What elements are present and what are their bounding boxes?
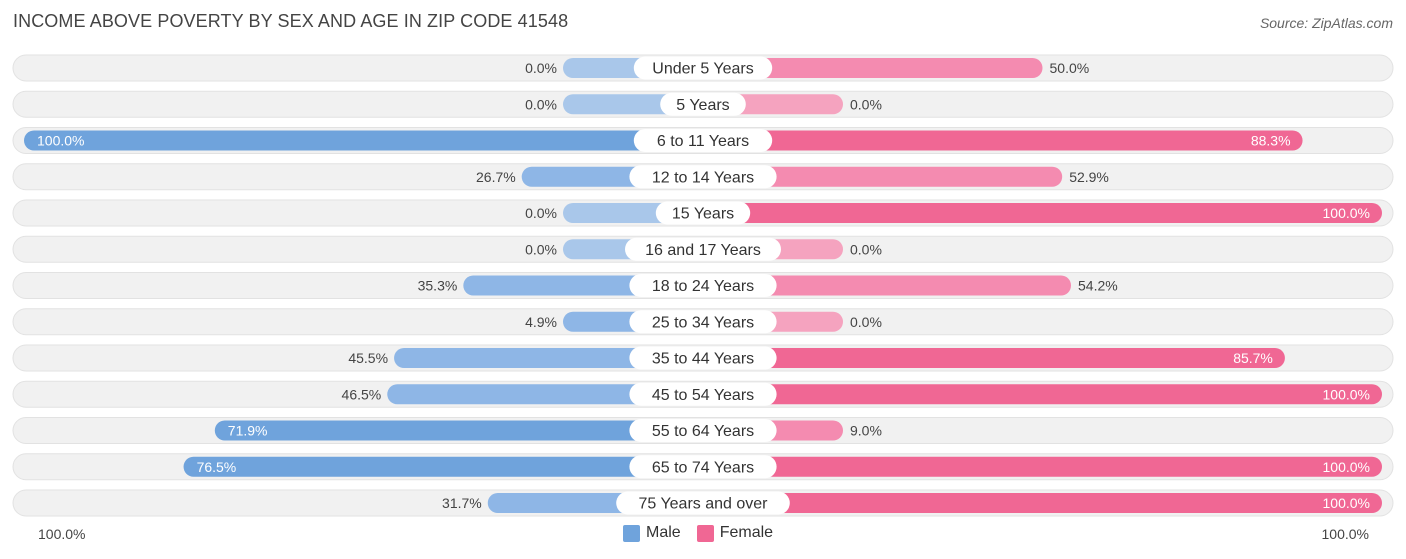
chart-row: 45.5% 85.7% 35 to 44 Years <box>12 344 1394 372</box>
chart-row: 35.3% 54.2% 18 to 24 Years <box>12 272 1394 299</box>
bar-male <box>214 420 703 441</box>
chart-row: 46.5% 100.0% 45 to 54 Years <box>12 380 1394 408</box>
category-pill <box>629 455 777 479</box>
category-label: 15 Years <box>672 206 734 223</box>
bar-label-female: 100.0% <box>1323 495 1370 511</box>
chart-row: 71.9% 9.0% 55 to 64 Years <box>12 417 1394 444</box>
bar-female <box>703 130 1303 151</box>
chart-row: 0.0% 0.0% 16 and 17 Years <box>12 235 1394 263</box>
legend-swatch-male <box>623 524 640 542</box>
legend-item-male: Male <box>623 524 681 542</box>
bar-male <box>183 456 703 477</box>
category-pill <box>616 491 790 515</box>
category-label: 55 to 64 Years <box>652 423 754 440</box>
category-pill <box>629 382 777 406</box>
bar-label-female: 85.7% <box>1233 350 1273 366</box>
category-pill <box>655 201 751 225</box>
bar-label-female: 54.2% <box>1078 278 1118 294</box>
category-label: 75 Years and over <box>639 496 769 513</box>
chart-row: 0.0% 100.0% 15 Years <box>12 199 1394 227</box>
category-label: 65 to 74 Years <box>652 459 754 476</box>
bar-female <box>703 58 1043 78</box>
bar-male <box>387 384 703 405</box>
bar-female <box>703 493 1382 513</box>
bar-label-female: 52.9% <box>1069 169 1109 185</box>
chart-row: 26.7% 52.9% 12 to 14 Years <box>12 163 1394 191</box>
bar-female <box>703 203 1382 223</box>
bar-label-male: 26.7% <box>476 169 516 185</box>
bar-label-female: 0.0% <box>850 314 882 330</box>
diverging-bar-chart: 0.0% 50.0% Under 5 Years 0.0% 0.0% 5 Years 100… <box>12 54 1394 517</box>
bar-label-female: 100.0% <box>1323 205 1370 221</box>
category-pill <box>633 56 773 80</box>
bar-label-male: 31.7% <box>442 495 482 511</box>
chart-row: 31.7% 100.0% 75 Years and over <box>12 489 1394 517</box>
bar-label-male: 0.0% <box>525 205 557 221</box>
category-label: 16 and 17 Years <box>645 242 761 259</box>
category-label: 18 to 24 Years <box>652 278 754 295</box>
legend-swatch-female <box>696 524 714 542</box>
legend-label-male: Male <box>646 524 681 541</box>
bar-label-female: 100.0% <box>1323 386 1370 402</box>
bar-male <box>394 348 703 368</box>
legend-item-female: Female <box>696 524 774 542</box>
bar-label-male: 45.5% <box>348 350 388 366</box>
bar-label-male: 0.0% <box>525 60 557 76</box>
bar-label-male: 0.0% <box>525 96 557 112</box>
bar-female <box>703 348 1285 368</box>
chart-row: 4.9% 0.0% 25 to 34 Years <box>12 308 1394 336</box>
bar-male <box>24 130 703 151</box>
chart-row: 100.0% 88.3% 6 to 11 Years <box>12 127 1394 154</box>
category-label: Under 5 Years <box>652 61 753 78</box>
chart-row: 0.0% 0.0% 5 Years <box>12 90 1394 118</box>
category-label: 45 to 54 Years <box>652 387 754 404</box>
category-label: 6 to 11 Years <box>657 133 749 150</box>
bar-label-male: 71.9% <box>228 423 268 439</box>
bar-female <box>703 384 1382 405</box>
bar-female <box>703 275 1072 296</box>
bar-label-female: 100.0% <box>1323 459 1370 475</box>
bar-label-female: 9.0% <box>850 423 882 439</box>
category-pill <box>629 419 777 442</box>
category-pill <box>629 165 777 189</box>
category-pill <box>625 237 781 261</box>
bar-label-female: 0.0% <box>850 241 882 257</box>
category-label: 5 Years <box>676 97 729 114</box>
category-label: 35 to 44 Years <box>652 351 754 368</box>
bar-female <box>703 456 1382 477</box>
category-pill <box>629 310 777 334</box>
bar-label-male: 46.5% <box>342 386 382 402</box>
category-label: 25 to 34 Years <box>652 314 754 331</box>
axis-left-label: 100.0% <box>38 526 86 542</box>
legend-label-female: Female <box>719 524 774 541</box>
bar-label-male: 35.3% <box>418 278 458 294</box>
category-label: 12 to 14 Years <box>652 169 754 186</box>
category-pill <box>633 129 773 152</box>
category-pill <box>629 274 777 297</box>
category-pill <box>629 346 777 370</box>
chart-row: 0.0% 50.0% Under 5 Years <box>12 54 1394 82</box>
bar-label-female: 88.3% <box>1251 133 1291 149</box>
bar-label-female: 50.0% <box>1050 60 1090 76</box>
axis-right-label: 100.0% <box>1321 526 1369 542</box>
chart-row: 76.5% 100.0% 65 to 74 Years <box>12 453 1394 481</box>
bar-female <box>703 166 1063 187</box>
bar-label-male: 4.9% <box>525 314 557 330</box>
bar-label-male: 100.0% <box>37 133 84 149</box>
category-pill <box>660 92 746 116</box>
chart-title: INCOME ABOVE POVERTY BY SEX AND AGE IN Z… <box>13 11 569 31</box>
bar-label-male: 76.5% <box>197 459 237 475</box>
legend: Male Female <box>623 524 783 542</box>
bar-label-female: 0.0% <box>850 96 882 112</box>
chart-source: Source: ZipAtlas.com <box>1259 15 1393 31</box>
bar-label-male: 0.0% <box>525 241 557 257</box>
